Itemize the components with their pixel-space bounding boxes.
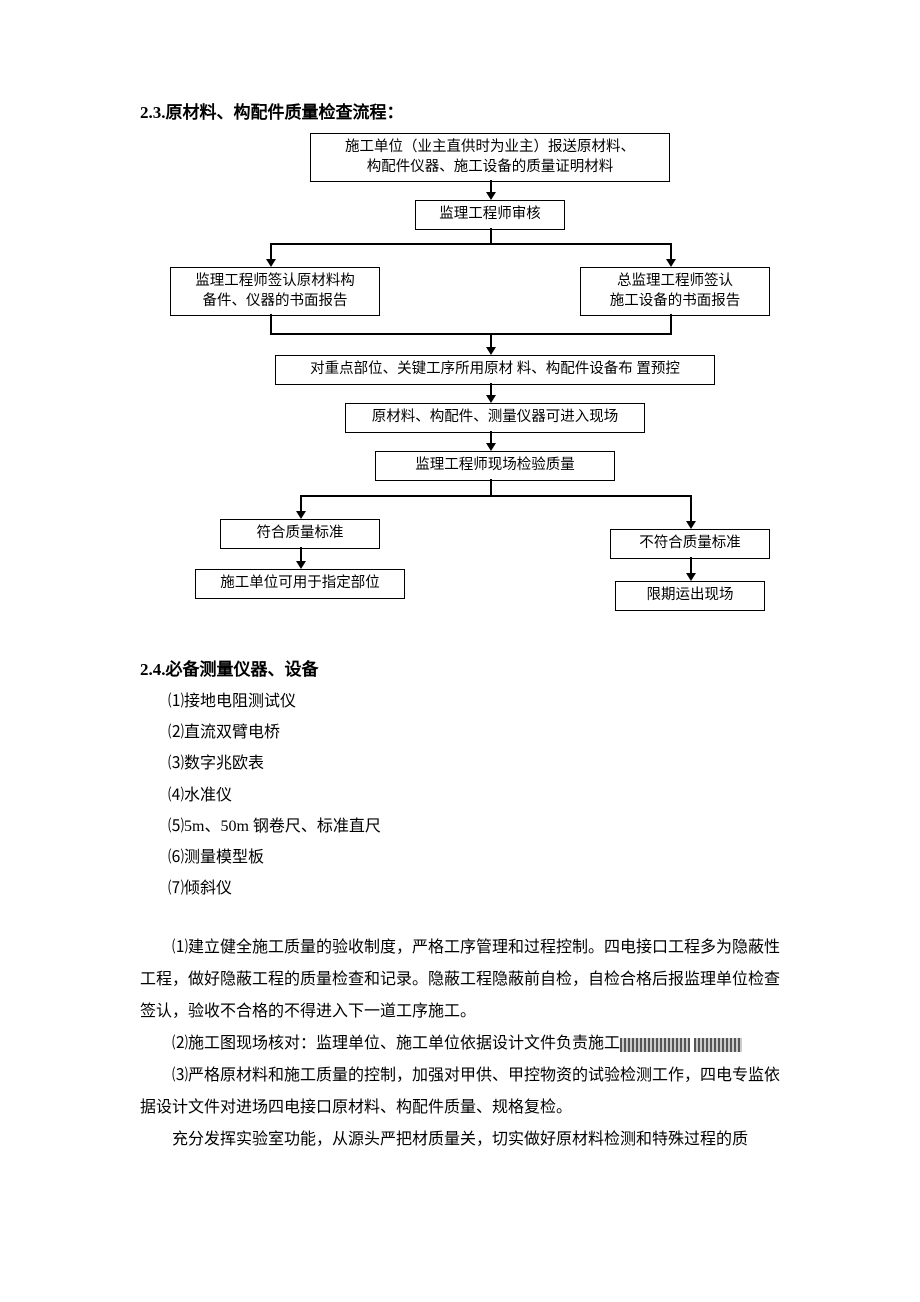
flow-node-text: 限期运出现场 <box>647 587 734 603</box>
flow-node-engineer-review: 监理工程师审核 <box>415 200 565 230</box>
flow-node-text: 监理工程师签认原材料构 <box>195 273 355 289</box>
flow-node-text: 监理工程师现场检验质量 <box>415 457 575 473</box>
flowchart-2-3: 施工单位（业主直供时为业主）报送原材料、 构配件仪器、施工设备的质量证明材料 监… <box>150 133 790 643</box>
flow-node-text: 符合质量标准 <box>257 525 344 541</box>
equipment-item: ⑶数字兆欧表 <box>168 748 780 779</box>
equipment-item: ⑺倾斜仪 <box>168 873 780 904</box>
flow-node-text: 施工单位可用于指定部位 <box>220 575 380 591</box>
flow-node-text: 不符合质量标准 <box>639 535 741 551</box>
section-2-3-heading: 2.3.原材料、构配件质量检查流程： <box>140 98 780 123</box>
flow-node-text: 构配件仪器、施工设备的质量证明材料 <box>367 159 614 175</box>
flow-node-key-parts-control: 对重点部位、关键工序所用原材 料、构配件设备布 置预控 <box>275 355 715 385</box>
equipment-item: ⑷水准仪 <box>168 780 780 811</box>
equipment-item: ⑸5m、50m 钢卷尺、标准直尺 <box>168 811 780 842</box>
flow-node-text: 备件、仪器的书面报告 <box>203 293 348 309</box>
flow-node-sign-materials: 监理工程师签认原材料构 备件、仪器的书面报告 <box>170 267 380 316</box>
flow-node-text: 施工单位（业主直供时为业主）报送原材料、 <box>345 139 635 155</box>
paragraph-1: ⑴建立健全施工质量的验收制度，严格工序管理和过程控制。四电接口工程多为隐蔽性工程… <box>140 932 780 1028</box>
flow-node-sign-equipment: 总监理工程师签认 施工设备的书面报告 <box>580 267 770 316</box>
paragraph-4: 充分发挥实验室功能，从源头严把材质量关，切实做好原材料检测和特殊过程的质 <box>140 1124 780 1156</box>
flow-node-text: 对重点部位、关键工序所用原材 料、构配件设备布 置预控 <box>310 361 680 377</box>
paragraph-3: ⑶严格原材料和施工质量的控制，加强对甲供、甲控物资的试验检测工作，四电专监依据设… <box>140 1060 780 1124</box>
equipment-item: ⑹测量模型板 <box>168 842 780 873</box>
flow-node-pass-standard: 符合质量标准 <box>220 519 380 549</box>
flow-node-text: 原材料、构配件、测量仪器可进入现场 <box>372 409 619 425</box>
flow-node-text: 施工设备的书面报告 <box>610 293 741 309</box>
flow-node-fail-standard: 不符合质量标准 <box>610 529 770 559</box>
flow-node-use-at-location: 施工单位可用于指定部位 <box>195 569 405 599</box>
paragraph-2: ⑵施工图现场核对：监理单位、施工单位依据设计文件负责施工 <box>140 1028 780 1060</box>
flow-node-enter-site: 原材料、构配件、测量仪器可进入现场 <box>345 403 645 433</box>
flow-node-text: 监理工程师审核 <box>439 206 541 222</box>
flow-node-submit-materials: 施工单位（业主直供时为业主）报送原材料、 构配件仪器、施工设备的质量证明材料 <box>310 133 670 182</box>
section-2-4-heading: 2.4.必备测量仪器、设备 <box>140 655 780 680</box>
illegible-text <box>620 1038 690 1052</box>
flow-node-remove-deadline: 限期运出现场 <box>615 581 765 611</box>
flow-node-text: 总监理工程师签认 <box>617 273 733 289</box>
paragraph-2-text: ⑵施工图现场核对：监理单位、施工单位依据设计文件负责施工 <box>172 1035 620 1052</box>
equipment-item: ⑴接地电阻测试仪 <box>168 686 780 717</box>
flow-node-onsite-inspection: 监理工程师现场检验质量 <box>375 451 615 481</box>
equipment-item: ⑵直流双臂电桥 <box>168 717 780 748</box>
document-page: 2.3.原材料、构配件质量检查流程： 施工单位（业主直供时为业主）报送原材料、 … <box>0 0 920 1302</box>
illegible-text <box>694 1038 742 1052</box>
